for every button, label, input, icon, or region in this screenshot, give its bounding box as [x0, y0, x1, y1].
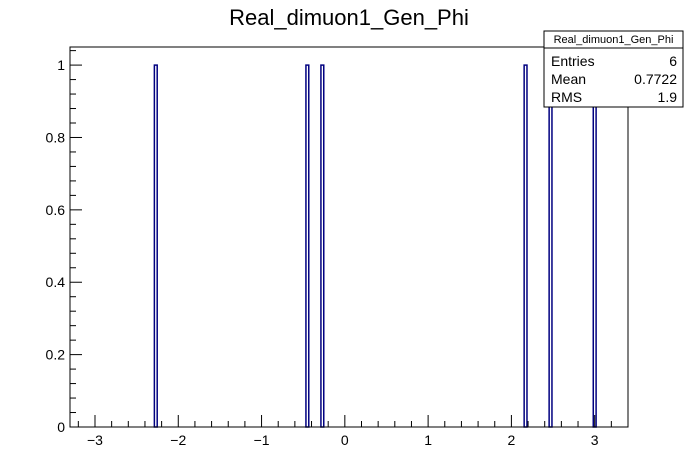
- x-axis: −3 −2 −1 0 1 2 3: [77, 415, 629, 448]
- x-tick-label-3: 0: [341, 432, 349, 448]
- histogram-bar-4: [548, 64, 553, 428]
- histogram-bar-3: [523, 64, 528, 428]
- y-tick-label-1: 0.2: [46, 347, 66, 363]
- x-tick-label-0: −3: [87, 432, 103, 448]
- y-tick-label-4: 0.8: [46, 129, 66, 145]
- stats-rms-label: RMS: [551, 89, 582, 105]
- x-tick-label-1: −2: [170, 432, 186, 448]
- plot-frame: [69, 46, 629, 428]
- y-tick-label-2: 0.4: [46, 274, 66, 290]
- x-tick-label-6: 3: [591, 432, 599, 448]
- histogram-bars: [153, 64, 597, 428]
- histogram-bar-5: [592, 64, 597, 428]
- stats-box-title: Real_dimuon1_Gen_Phi: [554, 34, 674, 46]
- x-tick-label-5: 2: [508, 432, 516, 448]
- y-tick-label-0: 0: [57, 419, 65, 435]
- stats-rms-value: 1.9: [658, 89, 678, 105]
- stats-entries-value: 6: [669, 53, 677, 69]
- stats-mean-label: Mean: [551, 71, 586, 87]
- chart-title: Real_dimuon1_Gen_Phi: [229, 5, 469, 30]
- y-tick-label-3: 0.6: [46, 202, 66, 218]
- histogram-bar-0: [153, 64, 158, 428]
- x-tick-label-2: −1: [254, 432, 270, 448]
- histogram-bar-2: [320, 64, 325, 428]
- stats-mean-value: 0.7722: [634, 71, 677, 87]
- stats-box: Real_dimuon1_Gen_Phi Entries 6 Mean 0.77…: [543, 30, 684, 108]
- stats-entries-label: Entries: [551, 53, 595, 69]
- x-tick-label-4: 1: [424, 432, 432, 448]
- y-axis: 0 0.2 0.4 0.6 0.8 1: [46, 50, 82, 435]
- y-tick-label-5: 1: [57, 57, 65, 73]
- stats-box-frame: [543, 30, 684, 108]
- histogram-bar-1: [305, 64, 310, 428]
